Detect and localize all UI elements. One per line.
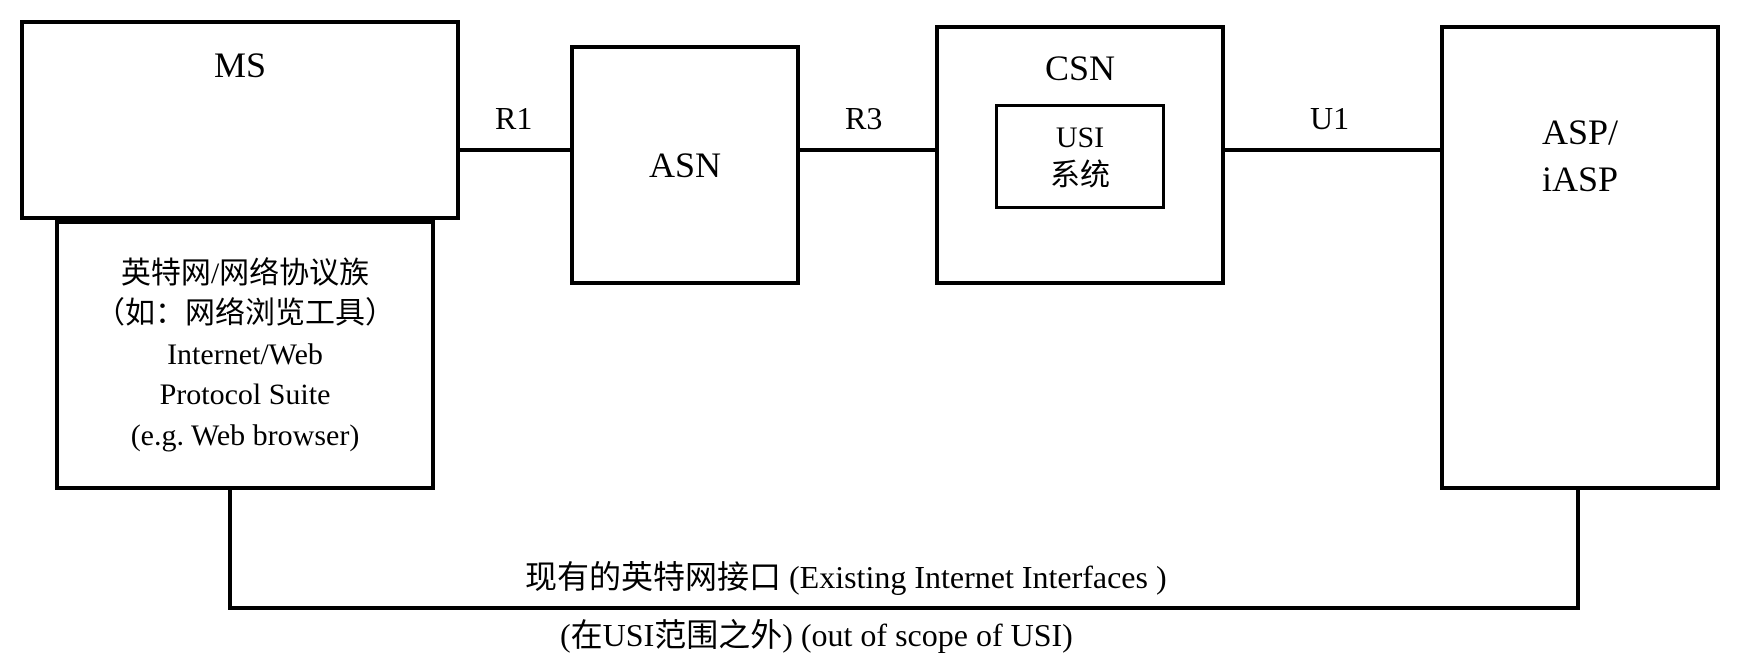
csn-node: CSN USI 系统 <box>935 25 1225 285</box>
protocol-line1: 英特网/网络协议族 <box>121 254 369 295</box>
ms-label: MS <box>214 44 266 86</box>
protocol-line5: (e.g. Web browser) <box>131 416 360 457</box>
edge-bottom-left <box>228 490 232 610</box>
csn-label: CSN <box>1045 47 1115 89</box>
protocol-node: 英特网/网络协议族 （如：网络浏览工具） Internet/Web Protoc… <box>55 220 435 490</box>
usi-node: USI 系统 <box>995 104 1165 209</box>
edge-r3 <box>800 148 935 152</box>
asn-label: ASN <box>649 144 721 186</box>
asn-node: ASN <box>570 45 800 285</box>
edge-bottom-label2: (在USI范围之外) (out of scope of USI) <box>560 610 1073 656</box>
asp-line2: iASP <box>1542 156 1618 203</box>
protocol-line2: （如：网络浏览工具） <box>95 294 395 335</box>
asp-node: ASP/ iASP <box>1440 25 1720 490</box>
edge-u1 <box>1225 148 1440 152</box>
edge-r1 <box>460 148 570 152</box>
ms-node: MS <box>20 20 460 220</box>
edge-r1-label: R1 <box>495 100 532 137</box>
protocol-line3: Internet/Web <box>167 335 323 376</box>
edge-bottom-label1: 现有的英特网接口 (Existing Internet Interfaces ) <box>525 552 1167 598</box>
usi-line1: USI <box>1056 119 1104 157</box>
protocol-line4: Protocol Suite <box>160 375 331 416</box>
edge-u1-label: U1 <box>1310 100 1349 137</box>
asp-line1: ASP/ <box>1542 109 1618 156</box>
usi-line2: 系统 <box>1050 157 1110 195</box>
edge-bottom-right <box>1576 490 1580 610</box>
edge-r3-label: R3 <box>845 100 882 137</box>
